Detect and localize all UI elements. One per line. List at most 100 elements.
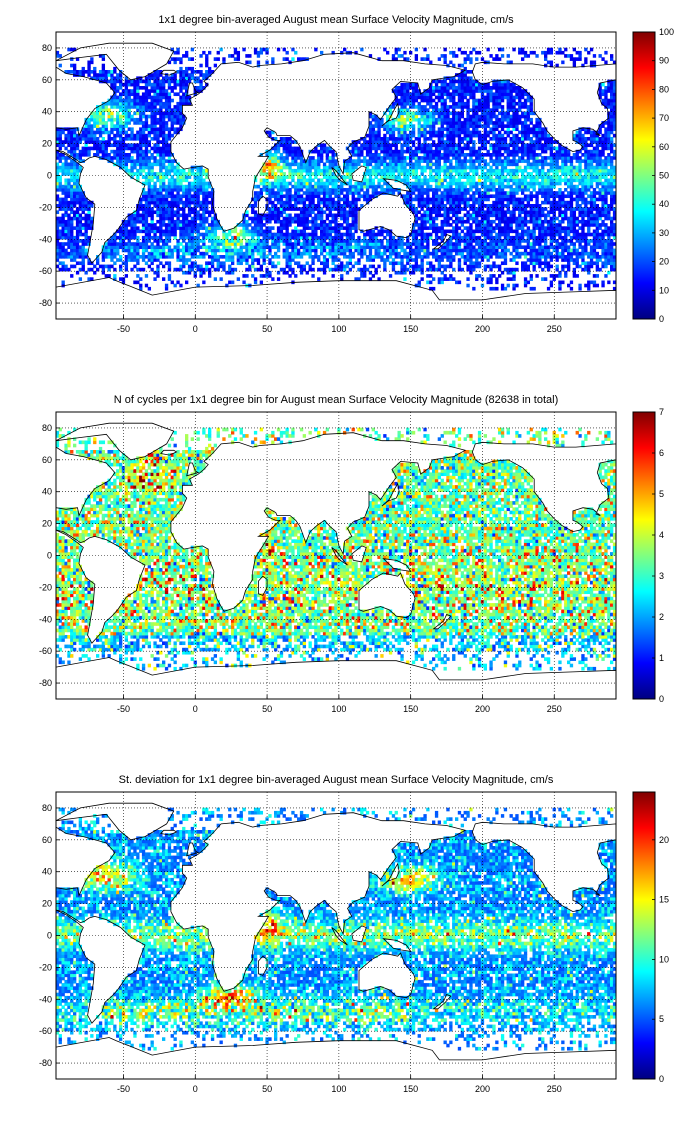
data-cell (529, 261, 533, 266)
data-cell (274, 191, 278, 195)
data-cell (64, 226, 68, 230)
data-cell (558, 181, 562, 186)
data-cell (285, 156, 289, 160)
data-cell (469, 178, 473, 183)
data-cell (575, 239, 579, 243)
data-cell (153, 159, 157, 163)
data-cell (483, 267, 488, 272)
data-cell (317, 207, 321, 211)
data-cell (475, 251, 479, 256)
data-cell (420, 191, 424, 195)
data-cell (420, 181, 424, 186)
data-cell (351, 239, 355, 243)
data-cell (595, 175, 600, 179)
data-cell (179, 213, 183, 218)
data-cell (509, 178, 513, 183)
data-cell (308, 168, 312, 173)
data-cell (567, 223, 571, 227)
data-cell (219, 226, 223, 230)
data-cell (274, 219, 278, 224)
data-cell (432, 229, 436, 234)
data-cell (262, 251, 266, 256)
data-cell (348, 159, 353, 163)
data-cell (388, 175, 393, 179)
data-cell (271, 184, 275, 189)
data-cell (423, 191, 427, 195)
data-cell (236, 255, 241, 259)
data-cell (182, 226, 186, 230)
data-cell (251, 229, 255, 234)
data-cell (222, 235, 226, 240)
data-cell (164, 229, 169, 234)
data-cell (535, 191, 539, 195)
data-cell (486, 162, 490, 167)
data-cell (480, 248, 485, 253)
data-cell (308, 188, 312, 192)
data-cell (225, 239, 229, 243)
data-cell (288, 216, 292, 221)
data-cell (549, 207, 554, 211)
data-cell (276, 159, 281, 163)
data-cell (434, 258, 439, 262)
data-cell (463, 184, 467, 189)
data-cell (141, 223, 146, 227)
data-cell (136, 156, 140, 160)
data-cell (308, 184, 312, 189)
data-cell (288, 204, 292, 208)
data-cell (532, 258, 536, 262)
data-cell (136, 248, 140, 253)
data-cell (460, 223, 465, 227)
data-cell (486, 191, 490, 195)
data-cell (314, 204, 318, 208)
data-cell (121, 226, 126, 230)
data-cell (460, 188, 465, 192)
data-cell (400, 267, 404, 272)
data-cell (208, 267, 212, 272)
data-cell (532, 184, 536, 189)
data-cell (564, 156, 568, 160)
data-cell (70, 248, 74, 253)
data-cell (612, 251, 616, 256)
data-cell (320, 178, 324, 183)
data-cell (420, 245, 424, 250)
data-cell (555, 207, 559, 211)
data-cell (452, 168, 456, 173)
data-cell (403, 255, 407, 259)
data-cell (567, 239, 571, 243)
data-cell (420, 258, 424, 262)
data-cell (503, 251, 508, 256)
data-cell (208, 229, 212, 234)
data-cell (136, 207, 140, 211)
data-cell (67, 229, 71, 234)
data-cell (503, 210, 508, 215)
data-cell (500, 184, 505, 189)
data-cell (279, 159, 284, 163)
data-cell (601, 213, 605, 218)
data-cell (159, 207, 163, 211)
data-cell (598, 168, 602, 173)
data-cell (187, 270, 192, 275)
data-cell (414, 188, 419, 192)
data-cell (411, 204, 416, 208)
data-cell (159, 178, 163, 183)
data-cell (420, 248, 424, 253)
data-cell (317, 242, 321, 246)
data-cell (595, 165, 600, 170)
data-cell (156, 251, 160, 256)
data-cell (388, 242, 393, 246)
data-cell (429, 261, 433, 266)
data-cell (294, 162, 298, 167)
data-cell (492, 245, 496, 250)
data-cell (598, 191, 602, 195)
data-cell (208, 226, 212, 230)
data-cell (251, 226, 255, 230)
data-cell (274, 245, 278, 250)
data-cell (334, 242, 338, 246)
data-cell (592, 251, 597, 256)
data-cell (124, 242, 129, 246)
data-cell (374, 194, 378, 199)
data-cell (443, 264, 447, 269)
data-cell (162, 200, 166, 205)
data-cell (236, 223, 241, 227)
data-cell (515, 283, 519, 288)
